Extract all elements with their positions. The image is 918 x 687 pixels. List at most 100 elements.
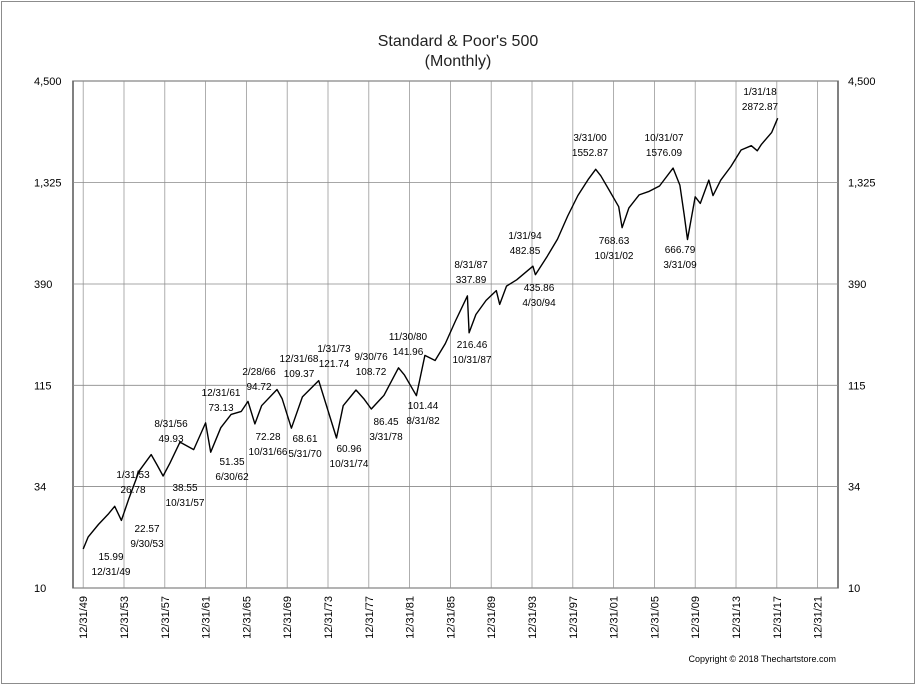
annotation-line: 9/30/53 [130, 539, 164, 550]
annotation-line: 2872.87 [742, 102, 779, 113]
annotation-line: 101.44 [408, 401, 439, 412]
annotation-line: 666.79 [665, 245, 696, 256]
annotation-line: 72.28 [255, 432, 280, 443]
annotation-line: 49.93 [158, 434, 183, 445]
annotation: 768.63 10/31/02 [595, 236, 634, 262]
annotation: 11/30/80 141.96 [389, 332, 428, 358]
annotation: 101.44 8/31/82 [406, 401, 440, 427]
annotation-line: 141.96 [393, 347, 424, 358]
annotation-line: 51.35 [219, 457, 244, 468]
y-tick-label-right: 34 [848, 481, 860, 493]
annotation: 12/31/61 73.13 [202, 388, 241, 414]
annotation-line: 108.72 [356, 367, 387, 378]
annotation-line: 482.85 [510, 246, 541, 257]
annotation-line: 12/31/61 [202, 388, 241, 399]
x-tick-label: 12/31/65 [241, 596, 253, 639]
annotation: 3/31/00 1552.87 [572, 133, 609, 159]
x-tick-label: 12/31/49 [78, 596, 90, 639]
annotation-line: 68.61 [292, 434, 317, 445]
y-tick-label-right: 4,500 [848, 76, 876, 88]
annotation-line: 10/31/57 [166, 498, 205, 509]
annotation: 1/31/94 482.85 [508, 231, 542, 257]
x-tick-label: 12/31/61 [201, 596, 213, 639]
annotation-line: 1/31/18 [743, 87, 777, 98]
annotation-line: 10/31/87 [453, 355, 492, 366]
annotation: 15.99 12/31/49 [92, 552, 131, 578]
x-tick-label: 12/31/01 [609, 596, 621, 639]
annotation-line: 2/28/66 [242, 367, 276, 378]
annotation-line: 10/31/74 [330, 459, 369, 470]
x-tick-labels: 12/31/49 12/31/53 12/31/57 12/31/61 12/31/65… [78, 596, 824, 639]
x-tick-label: 12/31/89 [486, 596, 498, 639]
annotation-line: 1576.09 [646, 148, 683, 159]
annotation: 22.57 9/30/53 [130, 524, 164, 550]
annotation: 60.96 10/31/74 [330, 444, 369, 470]
annotation-line: 3/31/00 [573, 133, 607, 144]
x-tick-label: 12/31/97 [568, 596, 580, 639]
annotation-line: 5/31/70 [288, 449, 322, 460]
y-tick-label-left: 115 [34, 380, 52, 392]
annotation-line: 94.72 [246, 382, 271, 393]
y-tick-label-left: 10 [34, 583, 46, 595]
x-tick-label: 12/31/17 [772, 596, 784, 639]
annotation: 1/31/53 26.78 [116, 470, 150, 496]
y-tick-label-left: 34 [34, 481, 46, 493]
annotation-line: 60.96 [336, 444, 361, 455]
annotation-line: 10/31/07 [645, 133, 684, 144]
x-tick-label: 12/31/21 [813, 596, 825, 639]
annotation-line: 8/31/82 [406, 416, 440, 427]
y-tick-labels-left: 10 34 115 390 1,325 4,500 [34, 76, 62, 595]
annotation-line: 10/31/02 [595, 251, 634, 262]
annotation-line: 4/30/94 [522, 298, 556, 309]
x-tick-label: 12/31/69 [282, 596, 294, 639]
annotation-line: 26.78 [120, 485, 145, 496]
y-tick-labels-right: 10 34 115 390 1,325 4,500 [848, 76, 876, 595]
annotation-line: 86.45 [373, 417, 398, 428]
x-tick-label: 12/31/13 [731, 596, 743, 639]
annotation-line: 768.63 [599, 236, 630, 247]
annotation: 8/31/87 337.89 [454, 260, 488, 286]
annotation-line: 3/31/09 [663, 260, 697, 271]
annotation-line: 216.46 [457, 340, 488, 351]
x-gridlines [82, 81, 819, 588]
annotation: 8/31/56 49.93 [154, 419, 188, 445]
annotation: 72.28 10/31/66 [249, 432, 288, 458]
x-tick-label: 12/31/81 [405, 596, 417, 639]
annotation: 12/31/68 109.37 [280, 354, 319, 380]
chart-subtitle: (Monthly) [425, 53, 492, 70]
annotation: 216.46 10/31/87 [453, 340, 492, 366]
annotation: 666.79 3/31/09 [663, 245, 697, 271]
annotation-line: 435.86 [524, 283, 555, 294]
annotation-line: 337.89 [456, 275, 487, 286]
y-tick-label-left: 1,325 [34, 177, 62, 189]
x-tick-label: 12/31/53 [119, 596, 131, 639]
annotation-line: 15.99 [98, 552, 123, 563]
annotation: 86.45 3/31/78 [369, 417, 403, 443]
annotation: 1/31/73 121.74 [317, 344, 351, 370]
annotation-line: 73.13 [208, 403, 233, 414]
y-tick-label-right: 390 [848, 279, 866, 291]
y-tick-label-right: 10 [848, 583, 860, 595]
annotation-line: 22.57 [134, 524, 159, 535]
annotation-line: 12/31/68 [280, 354, 319, 365]
annotation: 38.55 10/31/57 [166, 483, 205, 509]
annotation: 68.61 5/31/70 [288, 434, 322, 460]
annotation-line: 12/31/49 [92, 567, 131, 578]
annotation-line: 3/31/78 [369, 432, 403, 443]
annotation: 1/31/18 2872.87 [742, 87, 779, 113]
y-tick-label-left: 4,500 [34, 76, 62, 88]
annotations: 1/31/18 2872.87 3/31/00 1552.87 10/31/07 1576… [92, 87, 779, 578]
annotation-line: 1/31/73 [317, 344, 351, 355]
y-tick-label-left: 390 [34, 279, 52, 291]
y-tick-label-right: 1,325 [848, 177, 876, 189]
annotation: 51.35 6/30/62 [215, 457, 249, 483]
x-tick-label: 12/31/77 [364, 596, 376, 639]
annotation-line: 9/30/76 [354, 352, 388, 363]
x-tick-label: 12/31/09 [690, 596, 702, 639]
annotation-line: 8/31/56 [154, 419, 188, 430]
x-tick-label: 12/31/57 [160, 596, 172, 639]
annotation: 2/28/66 94.72 [242, 367, 276, 393]
annotation: 435.86 4/30/94 [522, 283, 556, 309]
